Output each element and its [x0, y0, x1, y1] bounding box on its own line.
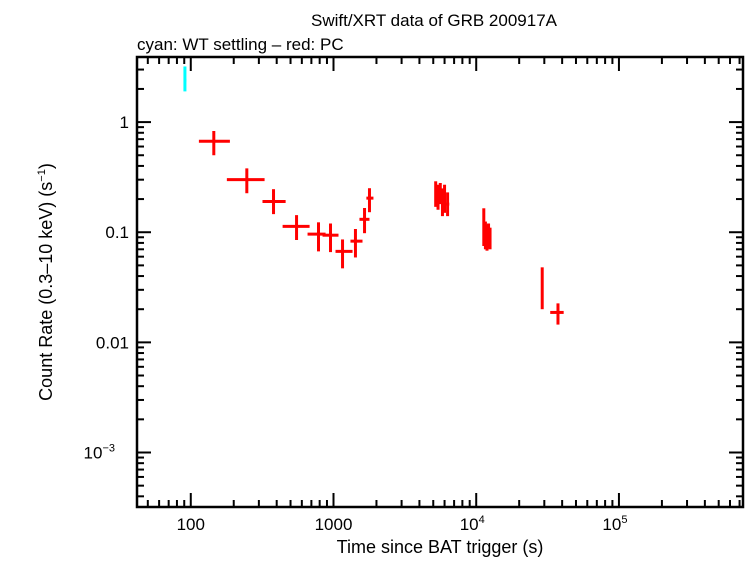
chart-title: Swift/XRT data of GRB 200917A [311, 11, 558, 30]
data-point [350, 228, 363, 258]
data-point [307, 222, 326, 252]
x-tick-label: 105 [602, 514, 627, 534]
data-point [226, 168, 265, 194]
data-point [198, 131, 230, 156]
data-point [335, 239, 353, 269]
data-point [436, 184, 440, 210]
data-point [540, 267, 544, 310]
data-point [282, 215, 310, 241]
y-axis-label: Count Rate (0.3–10 keV) (s−1) [36, 163, 56, 401]
data-point [488, 227, 492, 250]
y-tick-label: 0.01 [96, 333, 129, 352]
x-tick-label: 104 [460, 514, 485, 534]
x-axis-label: Time since BAT trigger (s) [337, 537, 544, 557]
data-point [183, 66, 187, 92]
data-point [438, 182, 442, 205]
data-point [440, 188, 444, 217]
x-tick-label: 1000 [315, 515, 353, 534]
data-point [366, 188, 374, 213]
data-point [443, 184, 447, 213]
data-point [262, 189, 286, 215]
data-point [550, 303, 564, 325]
data-point [446, 192, 450, 217]
plot-frame [135, 55, 745, 509]
y-tick-label: 1 [120, 113, 129, 132]
chart-subtitle: cyan: WT settling – red: PC [137, 35, 344, 54]
x-tick-label: 100 [177, 515, 205, 534]
data-point [359, 207, 370, 234]
data-point [434, 181, 438, 207]
data-point [322, 223, 339, 253]
y-tick-label: 10−3 [84, 442, 115, 462]
y-tick-label: 0.1 [105, 223, 129, 242]
